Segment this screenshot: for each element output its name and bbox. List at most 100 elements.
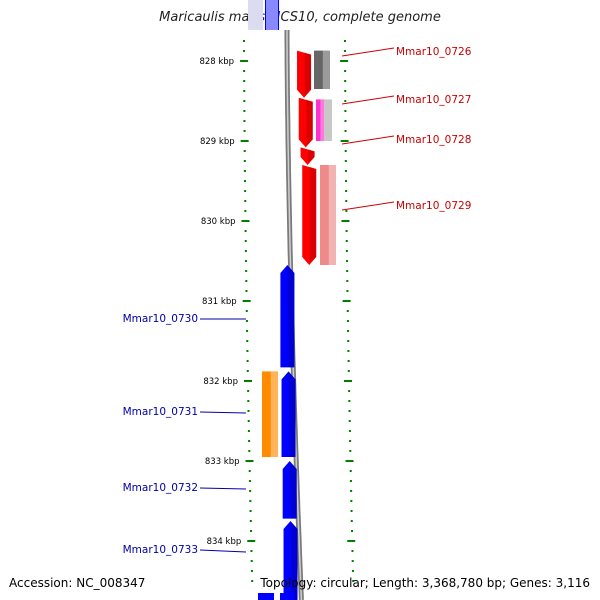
gene-Mmar10_0729[interactable]: Mmar10_0729 <box>302 165 471 265</box>
gene-arrow-shade <box>288 372 296 457</box>
gene-Mmar10_0732[interactable]: Mmar10_0732 <box>123 461 297 519</box>
scale-tick-major <box>245 460 254 462</box>
gene-label[interactable]: Mmar10_0729 <box>396 200 471 212</box>
gene-Mmar10_0726[interactable]: Mmar10_0726 <box>297 46 472 98</box>
scale-tick-label: 832 kbp <box>203 377 238 387</box>
feature-block-shade <box>270 371 278 457</box>
gene-label[interactable]: Mmar10_0732 <box>123 482 198 494</box>
guide-dot-minus <box>244 190 247 192</box>
guide-dot-plus <box>344 80 347 82</box>
guide-dot-minus <box>243 110 246 112</box>
grey-feature-0726[interactable] <box>314 50 330 89</box>
guide-dot-plus <box>349 480 352 482</box>
guide-dot-minus <box>249 500 252 502</box>
gene-arrow <box>297 50 312 98</box>
guide-dot-minus <box>249 490 252 492</box>
guide-dot-plus <box>346 260 349 262</box>
gene-label-leader <box>341 47 395 57</box>
guide-dot-minus <box>243 80 246 82</box>
genome-title: Maricaulis maris MCS10, complete genome <box>159 10 441 25</box>
guide-dot-plus <box>346 320 349 322</box>
guide-dot-plus <box>344 130 347 132</box>
genome-summary-text: Topology: circular; Length: 3,368,780 bp… <box>260 576 590 590</box>
feature-block <box>316 99 324 141</box>
gene-arrow-shade <box>308 149 315 163</box>
next-gene-blue-block <box>280 593 294 600</box>
guide-dot-plus <box>351 570 354 572</box>
gene-label[interactable]: Mmar10_0730 <box>123 313 198 325</box>
scale-tick-right <box>340 60 349 62</box>
guide-dot-minus <box>244 240 247 242</box>
gene-Mmar10_0731[interactable]: Mmar10_0731 <box>123 371 296 457</box>
gene-label[interactable]: Mmar10_0733 <box>123 544 198 556</box>
guide-dot-plus <box>346 270 349 272</box>
guide-dot-minus <box>245 260 248 262</box>
scale-tick-right <box>341 220 350 222</box>
gene-Mmar10_0730[interactable]: Mmar10_0730 <box>123 265 295 368</box>
guide-dot-minus <box>243 120 246 122</box>
guide-dot-minus <box>244 180 247 182</box>
guide-dot-minus <box>248 440 251 442</box>
guide-dot-plus <box>349 450 352 452</box>
scale-tick-right <box>340 140 349 142</box>
gene-arrow <box>283 521 298 600</box>
guide-dot-plus <box>347 330 350 332</box>
guide-dot-plus <box>345 180 348 182</box>
gene-label-leader <box>341 201 395 211</box>
gene-label[interactable]: Mmar10_0726 <box>396 46 472 58</box>
gene-Mmar10_0728[interactable]: Mmar10_0728 <box>300 134 472 165</box>
guide-dot-minus <box>244 250 247 252</box>
scale-tick-label: 830 kbp <box>201 217 236 227</box>
scale-tick-label: 828 kbp <box>199 57 234 67</box>
pink-feature-0727[interactable] <box>316 99 324 141</box>
gene-arrow-shade <box>290 522 298 600</box>
gene-arrow-shade <box>306 99 313 145</box>
guide-dot-plus <box>345 250 348 252</box>
guide-dot-minus <box>250 560 253 562</box>
guide-dot-plus <box>344 40 347 42</box>
guide-dot-minus <box>243 130 246 132</box>
guide-dot-plus <box>351 550 354 552</box>
guide-dot-minus <box>243 50 246 52</box>
guide-dot-minus <box>243 100 246 102</box>
guide-dot-plus <box>345 210 348 212</box>
guide-dot-minus <box>246 350 249 352</box>
guide-dot-plus <box>348 430 351 432</box>
gene-label[interactable]: Mmar10_0728 <box>396 134 471 146</box>
gene-Mmar10_0733[interactable]: Mmar10_0733 <box>123 521 298 600</box>
guide-dot-plus <box>344 100 347 102</box>
gene-label-leader <box>341 95 395 105</box>
guide-dot-plus <box>345 230 348 232</box>
gene-arrow <box>282 461 297 519</box>
guide-dot-plus <box>348 420 351 422</box>
gene-label-leader <box>199 411 247 414</box>
gene-label[interactable]: Mmar10_0727 <box>396 94 471 106</box>
guide-dot-minus <box>243 90 246 92</box>
gene-arrow <box>281 371 296 457</box>
scale-tick-major <box>247 540 256 542</box>
gene-arrow <box>298 97 313 148</box>
gene-arrow <box>280 265 295 368</box>
gene-Mmar10_0727[interactable]: Mmar10_0727 <box>298 94 472 148</box>
feature-block-shade <box>320 99 324 141</box>
guide-dot-plus <box>352 580 355 582</box>
guide-dot-minus <box>244 200 247 202</box>
guide-dot-plus <box>351 560 354 562</box>
next-feature-blue-block <box>258 593 274 600</box>
guide-dot-plus <box>344 90 347 92</box>
guide-dot-minus <box>244 230 247 232</box>
guide-dot-minus <box>243 70 246 72</box>
pink-feature-0729[interactable] <box>320 165 336 265</box>
feature-block <box>314 50 330 89</box>
gene-label[interactable]: Mmar10_0731 <box>123 406 198 418</box>
guide-dot-minus <box>243 170 246 172</box>
guide-dot-minus <box>250 570 253 572</box>
guide-dot-plus <box>348 400 351 402</box>
guide-dot-minus <box>243 40 246 42</box>
gene-arrow-shade <box>289 462 297 519</box>
scale-tick-right <box>342 300 351 302</box>
orange-feature-0731[interactable] <box>262 371 278 457</box>
guide-dot-minus <box>245 270 248 272</box>
